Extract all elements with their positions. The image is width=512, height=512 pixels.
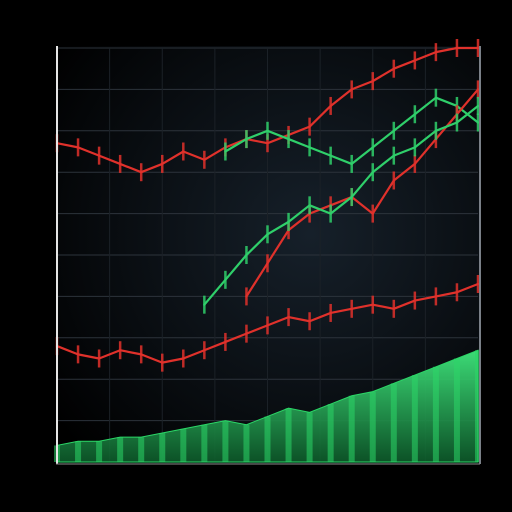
volume-bar	[475, 350, 481, 462]
volume-bar	[285, 408, 292, 462]
volume-bar	[201, 424, 208, 462]
volume-bar	[432, 366, 439, 462]
volume-bar	[306, 412, 313, 462]
volume-bar	[453, 358, 460, 462]
volume-bar	[369, 391, 376, 462]
volume-bar	[327, 404, 334, 462]
series-line-mid_green	[203, 104, 480, 306]
volume-bar	[180, 428, 187, 462]
volume-bar	[222, 420, 229, 462]
volume-bar	[138, 437, 145, 462]
volume-bar	[117, 437, 124, 462]
volume-bar	[348, 395, 355, 462]
volume-bar	[243, 424, 250, 462]
volume-bar	[411, 375, 418, 462]
volume-bar	[390, 383, 397, 462]
volume-bar	[75, 441, 82, 462]
volume-bar	[264, 416, 271, 462]
volume-bar	[96, 441, 103, 462]
volume-bar	[159, 433, 166, 462]
series-line-mid_red	[245, 88, 480, 298]
price-series	[55, 39, 480, 372]
volume-area	[54, 349, 481, 463]
